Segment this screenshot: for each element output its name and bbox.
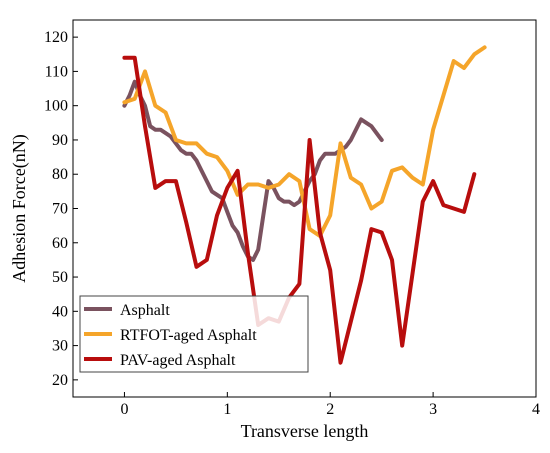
- plot-lines: [122, 45, 487, 365]
- y-tick-label: 60: [52, 235, 68, 252]
- legend: Asphalt RTFOT-aged Asphalt PAV-aged Asphal…: [79, 295, 309, 373]
- x-tick-label: 0: [120, 401, 128, 418]
- y-tick-label: 40: [52, 303, 68, 320]
- x-tick-label: 2: [326, 401, 334, 418]
- y-tick-label: 120: [44, 29, 68, 46]
- x-tick-label: 4: [532, 401, 540, 418]
- y-tick-label: 90: [52, 132, 68, 149]
- y-tick-label: 50: [52, 269, 68, 286]
- x-tick-label: 3: [429, 401, 437, 418]
- y-tick-label: 100: [44, 98, 68, 115]
- y-tick-label: 20: [52, 372, 68, 389]
- legend-box: [79, 295, 309, 373]
- y-axis-title: Adhesion Force(nN): [9, 134, 30, 282]
- axis-ticks: 0 1 2 3 4 20 30 40 50 60 70 80 90 100 110 120: [44, 29, 540, 418]
- y-tick-label: 70: [52, 201, 68, 218]
- x-tick-label: 1: [223, 401, 231, 418]
- y-tick-label: 30: [52, 338, 68, 355]
- legend-label: RTFOT-aged Asphalt: [120, 327, 257, 344]
- legend-label: Asphalt: [120, 302, 170, 319]
- y-tick-label: 110: [45, 63, 68, 80]
- legend-label: PAV-aged Asphalt: [120, 352, 236, 369]
- series-line-2: [122, 55, 477, 365]
- y-tick-label: 80: [52, 166, 68, 183]
- x-axis-title: Transverse length: [241, 421, 369, 441]
